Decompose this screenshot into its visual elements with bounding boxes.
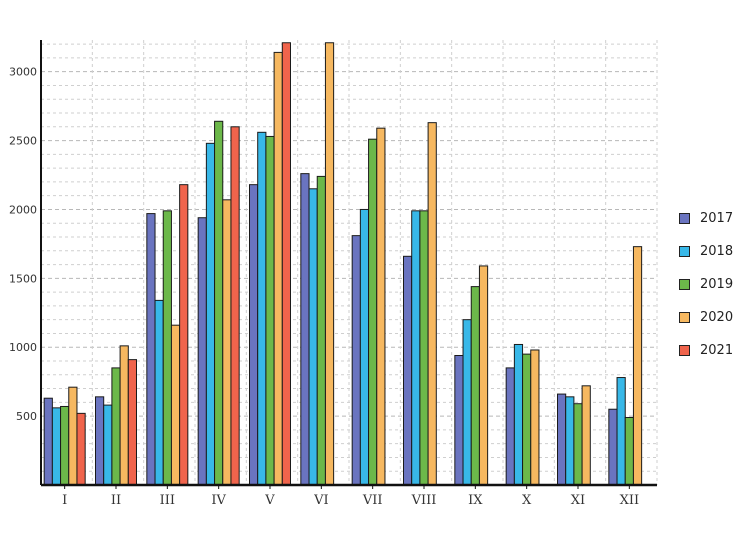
- bar-2018-IV: [205, 142, 216, 486]
- y-tick-label: 3000: [9, 66, 37, 79]
- x-tick-label: V: [264, 493, 275, 508]
- legend-swatch: [679, 279, 690, 290]
- bar-2017-IV: [197, 217, 207, 486]
- legend-item-2017: 2017: [679, 202, 733, 235]
- bar-2020-IX: [478, 265, 489, 486]
- bar-2018-VIII: [411, 210, 421, 486]
- bar-2017-XII: [608, 408, 618, 486]
- y-tick-labels: 500 1000 1500 2000 2500 3000: [9, 66, 37, 423]
- bar-2018-XII: [616, 377, 626, 486]
- bar-2020-IV: [222, 199, 232, 486]
- bar-2017-VII: [351, 235, 361, 486]
- x-tick-label: X: [522, 493, 532, 508]
- bar-2020-VII: [376, 127, 386, 486]
- bar-2021-IV: [230, 126, 240, 486]
- bar-2018-X: [513, 343, 524, 486]
- y-tick-label: 2000: [9, 203, 37, 216]
- bar-2019-VI: [316, 175, 326, 486]
- bar-2019-IV: [214, 120, 224, 486]
- legend-item-2021: 2021: [679, 334, 733, 367]
- legend-item-2018: 2018: [679, 235, 733, 268]
- bar-2019-XII: [624, 416, 634, 486]
- bar-2017-XI: [557, 393, 567, 486]
- bar-2020-II: [119, 345, 129, 486]
- legend-label: 2020: [700, 310, 734, 325]
- bar-2017-IX: [454, 354, 464, 486]
- legend-label: 2017: [700, 211, 734, 226]
- bar-2020-XI: [581, 385, 591, 486]
- x-tick-label: VI: [313, 493, 329, 508]
- bar-2018-VII: [359, 208, 370, 486]
- legend-label: 2018: [700, 244, 734, 259]
- bar-2020-I: [68, 386, 78, 486]
- bar-2021-V: [281, 42, 291, 486]
- bar-2019-IX: [470, 286, 480, 486]
- bar-2018-VI: [308, 188, 318, 486]
- legend-swatch: [679, 312, 690, 323]
- legend-item-2020: 2020: [679, 301, 733, 334]
- y-tick-label: 1500: [9, 272, 37, 285]
- legend-label: 2021: [700, 343, 734, 358]
- bars: [43, 42, 643, 486]
- bar-2019-VIII: [419, 210, 429, 486]
- x-tick-label: III: [160, 493, 175, 508]
- x-tick-label: IV: [211, 493, 226, 508]
- bar-2021-I: [76, 412, 86, 486]
- x-tick-label: XI: [571, 493, 585, 508]
- legend-swatch: [679, 246, 690, 257]
- bar-2018-I: [51, 407, 62, 486]
- bar-2019-I: [60, 405, 70, 486]
- bar-2020-XII: [632, 246, 643, 486]
- bar-2018-XI: [565, 396, 575, 486]
- x-tick-label: VIII: [411, 493, 437, 508]
- bar-2019-XI: [573, 403, 583, 486]
- x-tick-label: I: [62, 493, 67, 508]
- bar-2020-VIII: [427, 122, 437, 486]
- axes: [40, 40, 657, 487]
- x-tick-label: VII: [362, 493, 383, 508]
- legend-item-2019: 2019: [679, 268, 733, 301]
- y-tick-label: 500: [16, 410, 37, 423]
- grid-lines: [40, 40, 658, 485]
- bar-2019-III: [162, 210, 172, 486]
- bar-2017-I: [43, 397, 53, 486]
- bar-2017-X: [505, 367, 515, 486]
- legend: 2017 2018 2019 2020 2021: [679, 202, 733, 367]
- y-tick-label: 2500: [9, 135, 37, 148]
- bar-2018-V: [257, 131, 267, 486]
- bar-2018-II: [103, 404, 113, 486]
- bar-2020-X: [530, 349, 540, 486]
- bar-2017-II: [95, 396, 105, 486]
- bar-2019-X: [522, 353, 532, 486]
- bar-2019-V: [265, 135, 275, 486]
- legend-swatch: [679, 213, 690, 224]
- bar-2020-VI: [324, 42, 335, 486]
- bar-2018-III: [154, 299, 164, 486]
- bar-2021-II: [127, 359, 138, 486]
- bar-2019-II: [111, 367, 121, 486]
- bar-2021-III: [179, 184, 189, 486]
- legend-swatch: [679, 345, 690, 356]
- bar-2017-III: [146, 213, 156, 486]
- x-tick-label: II: [111, 493, 121, 508]
- x-tick-label: XII: [620, 493, 640, 508]
- bar-2018-IX: [462, 319, 472, 486]
- x-tick-label: IX: [468, 493, 483, 508]
- bar-2019-VII: [368, 138, 378, 486]
- legend-label: 2019: [700, 277, 734, 292]
- bar-2017-VIII: [403, 255, 413, 486]
- y-tick-label: 1000: [9, 341, 37, 354]
- bar-2017-VI: [300, 173, 310, 486]
- bar-2020-III: [170, 324, 181, 486]
- x-tick-labels: I II III IV V VI VII VIII IX X XI XII: [62, 485, 639, 508]
- bar-2017-V: [249, 184, 259, 486]
- bar-2020-V: [273, 51, 283, 486]
